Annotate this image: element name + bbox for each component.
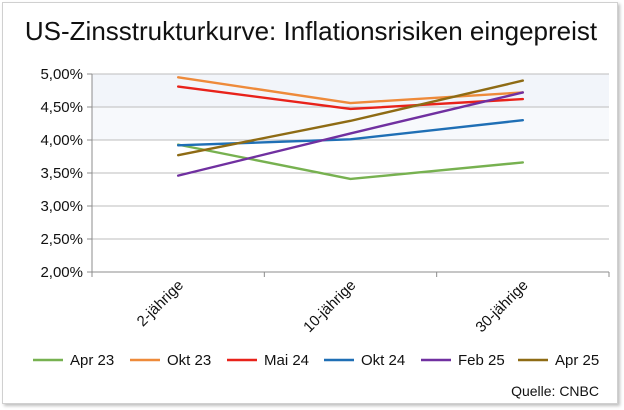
series-line	[176, 143, 525, 181]
y-tick-label: 5,00%	[40, 66, 83, 83]
legend-label: Apr 23	[70, 352, 114, 369]
chart-title: US-Zinsstrukturkurve: Inflationsrisiken …	[25, 16, 598, 46]
y-tick-label: 2,50%	[40, 231, 83, 248]
x-tick-label: 10-jährige	[300, 277, 359, 336]
x-tick-label: 2-jährige	[134, 277, 187, 330]
source-note: Quelle: CNBC	[511, 383, 599, 399]
y-tick-label: 2,00%	[40, 264, 83, 281]
series-line	[176, 91, 525, 177]
chart-frame: US-Zinsstrukturkurve: Inflationsrisiken …	[2, 2, 618, 404]
y-tick-label: 3,00%	[40, 198, 83, 215]
legend-label: Okt 23	[167, 352, 211, 369]
series-line	[176, 79, 525, 157]
legend: Apr 23 Okt 23 Mai 24 Okt 24 Feb 25 Apr 25	[33, 352, 599, 369]
y-tick-label: 4,00%	[40, 132, 83, 149]
series-line	[176, 76, 525, 105]
x-tick-layer: 2-jährige 10-jährige 30-jährige	[134, 277, 532, 336]
legend-label: Mai 24	[264, 352, 309, 369]
y-tick-label: 3,50%	[40, 165, 83, 182]
x-tick-label: 30-jährige	[472, 277, 531, 336]
legend-label: Feb 25	[458, 352, 505, 369]
legend-label: Apr 25	[555, 352, 599, 369]
y-tick-label: 4,50%	[40, 99, 83, 116]
line-chart: US-Zinsstrukturkurve: Inflationsrisiken …	[25, 16, 610, 399]
axis-layer	[91, 74, 610, 277]
series-line	[176, 85, 525, 111]
plot-band-highlight	[92, 107, 609, 140]
series-layer	[176, 76, 525, 181]
y-tick-layer: 5,00% 4,50% 4,00% 3,50% 3,00% 2,50% 2,00%	[40, 66, 83, 281]
legend-label: Okt 24	[361, 352, 405, 369]
